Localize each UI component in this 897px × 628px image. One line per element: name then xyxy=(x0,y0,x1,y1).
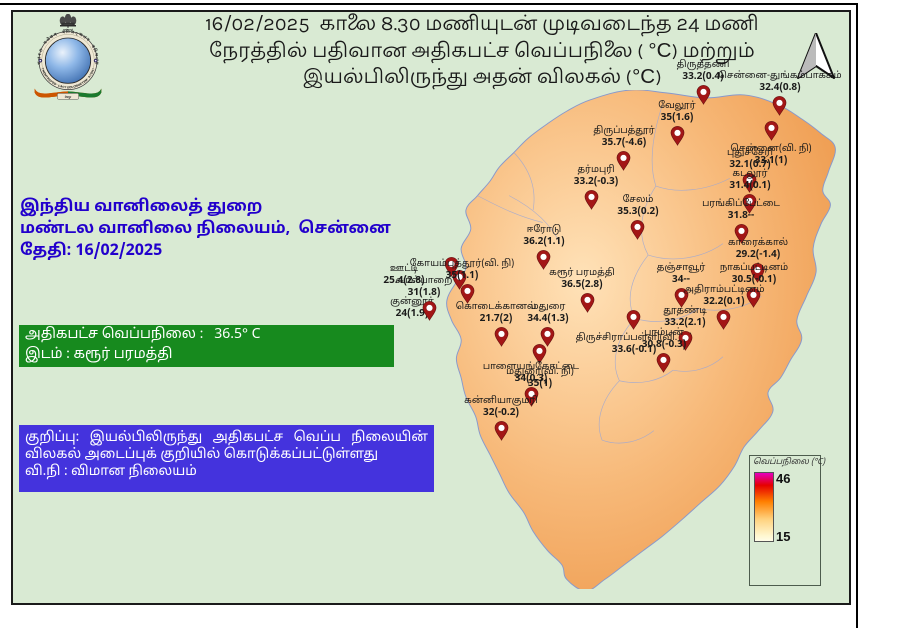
svg-text:ि: ि xyxy=(65,29,70,34)
svg-text:मेघदूत: मेघदूत xyxy=(64,95,72,99)
